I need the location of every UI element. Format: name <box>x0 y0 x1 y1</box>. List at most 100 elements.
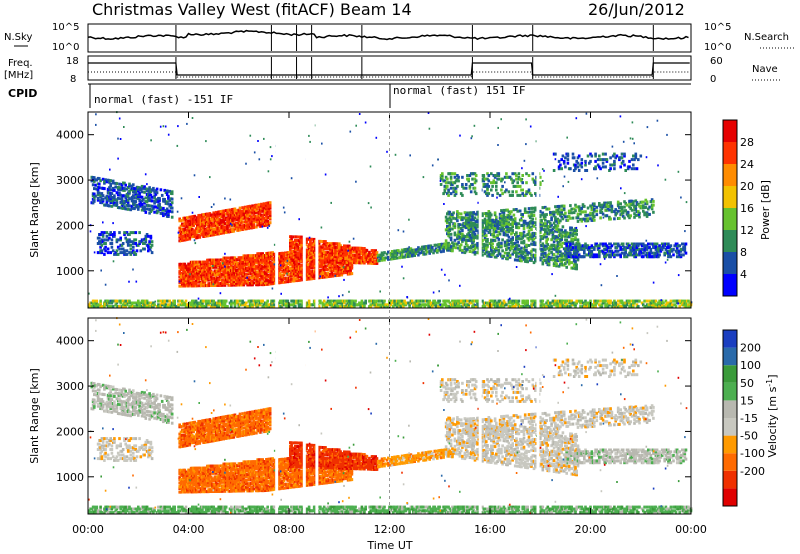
power-cell <box>365 248 369 252</box>
power-cell <box>540 244 543 247</box>
power-cell <box>194 269 198 273</box>
power-cell <box>444 244 448 248</box>
power-cell <box>530 219 533 223</box>
power-cell <box>290 237 293 241</box>
power-cell <box>188 235 192 239</box>
power-cell <box>628 201 631 205</box>
power-cell <box>179 219 183 223</box>
power-cell <box>258 252 262 256</box>
power-cell <box>476 242 479 245</box>
power-cell <box>140 184 144 188</box>
power-cell <box>557 230 561 234</box>
power-cell <box>400 252 404 256</box>
power-cell <box>574 243 577 247</box>
power-cell <box>129 231 133 235</box>
power-cell <box>96 187 100 191</box>
power-cell <box>483 232 487 236</box>
power-cell <box>341 251 345 255</box>
power-cell <box>560 259 563 263</box>
power-cell <box>483 235 487 239</box>
power-cell <box>188 268 192 272</box>
power-cell <box>512 249 516 253</box>
power-cell <box>250 256 253 260</box>
power-cell <box>378 255 381 259</box>
power-cell <box>126 193 130 197</box>
power-cell <box>616 249 620 253</box>
power-cell <box>464 249 468 253</box>
power-cell <box>472 245 475 249</box>
power-cell <box>289 247 292 251</box>
power-cell <box>564 238 567 242</box>
power-cell <box>109 251 112 255</box>
power-cell <box>261 257 264 261</box>
power-cell <box>506 246 509 250</box>
power-cell <box>343 248 346 252</box>
power-cell <box>363 261 366 265</box>
power-cell <box>282 273 286 277</box>
power-cell <box>503 231 507 235</box>
power-cell <box>105 198 109 202</box>
power-cell <box>104 178 107 182</box>
power-cell <box>561 241 565 245</box>
power-cell <box>305 255 308 259</box>
power-cell <box>198 213 202 217</box>
power-cell <box>466 247 469 251</box>
power-cell <box>501 254 504 258</box>
power-cell <box>129 243 133 247</box>
power-cell <box>289 279 292 283</box>
power-cell <box>242 207 246 211</box>
power-cell <box>216 280 219 284</box>
power-cell <box>507 215 511 219</box>
power-cell <box>199 267 203 271</box>
power-cell <box>565 240 568 244</box>
power-cell <box>559 259 562 263</box>
power-cell <box>196 284 199 288</box>
power-cell <box>513 258 517 262</box>
power-cell <box>518 251 522 255</box>
power-cell <box>181 266 184 270</box>
power-cell <box>525 249 528 253</box>
power-cell <box>341 271 345 275</box>
power-cell <box>226 280 229 284</box>
power-cell <box>515 222 518 226</box>
power-cell <box>271 262 274 266</box>
power-cell <box>271 251 274 255</box>
power-cell <box>449 220 453 224</box>
power-cell <box>547 252 551 256</box>
power-cell <box>223 222 227 226</box>
power-cell <box>436 250 439 254</box>
power-cell <box>609 242 612 246</box>
power-cell <box>476 243 479 247</box>
power-cell <box>420 249 424 253</box>
power-cell <box>120 243 124 247</box>
power-cell <box>124 196 127 200</box>
power-cell <box>120 184 124 188</box>
power-cell <box>217 263 220 267</box>
power-cell <box>649 200 653 204</box>
power-cell <box>572 265 576 269</box>
power-cell <box>530 228 533 232</box>
power-cell <box>341 246 345 250</box>
power-cell <box>226 225 229 229</box>
power-cell <box>552 212 556 216</box>
power-cell <box>140 204 144 208</box>
power-cell <box>476 236 479 240</box>
power-cell <box>471 232 474 236</box>
power-cell <box>319 249 322 252</box>
power-cell <box>126 186 130 189</box>
power-cell <box>142 186 145 190</box>
power-cell <box>278 273 282 277</box>
power-cell <box>231 283 234 287</box>
power-cell <box>252 225 256 229</box>
power-cell <box>476 234 479 238</box>
power-cell <box>319 252 322 256</box>
power-cell <box>129 188 133 192</box>
power-cell <box>262 263 266 267</box>
power-cell <box>468 233 472 237</box>
power-cell <box>137 207 140 211</box>
power-cell <box>595 209 599 213</box>
power-cell <box>442 248 445 251</box>
power-cell <box>201 224 204 228</box>
power-cell <box>250 222 253 226</box>
power-cell <box>555 226 558 230</box>
